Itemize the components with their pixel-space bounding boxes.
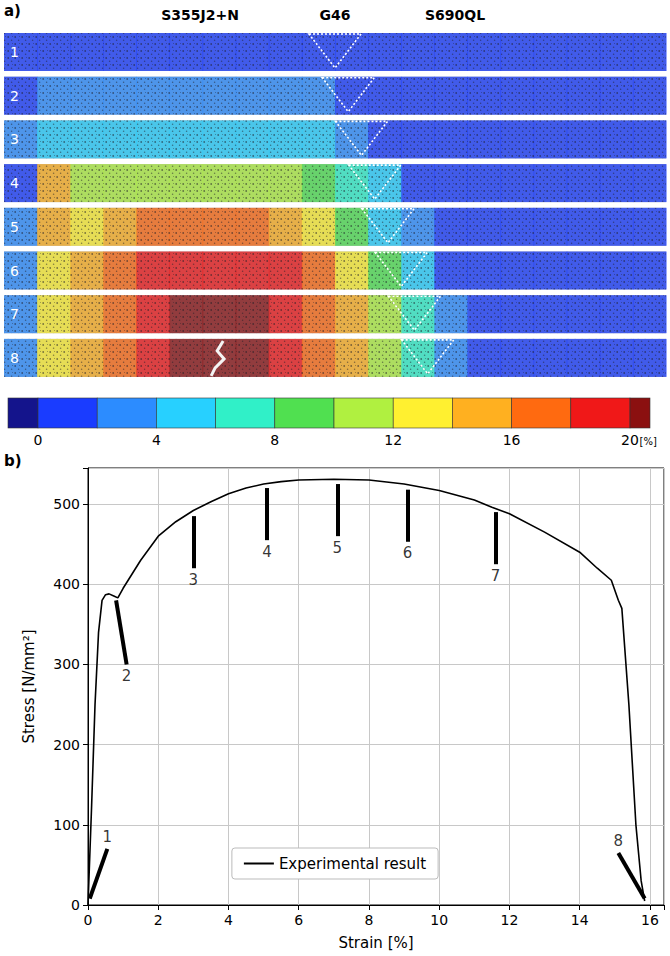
svg-text:2: 2 [10,88,19,104]
svg-text:0: 0 [84,912,93,928]
svg-text:G46: G46 [320,7,351,23]
svg-text:3: 3 [10,131,19,147]
svg-text:S690QL: S690QL [425,7,485,23]
svg-text:1: 1 [103,828,113,846]
svg-text:12: 12 [384,432,402,448]
svg-text:Experimental result: Experimental result [279,855,426,873]
svg-text:400: 400 [53,576,80,592]
svg-text:14: 14 [571,912,589,928]
svg-text:3: 3 [189,571,199,589]
svg-text:7: 7 [491,567,501,585]
svg-text:20: 20 [621,432,639,448]
svg-text:8: 8 [614,832,624,850]
svg-text:8: 8 [270,432,279,448]
svg-text:0: 0 [34,432,43,448]
svg-text:[%]: [%] [640,436,657,447]
svg-text:a): a) [4,2,21,20]
svg-text:6: 6 [10,263,19,279]
svg-text:4: 4 [224,912,233,928]
svg-text:2: 2 [154,912,163,928]
svg-text:500: 500 [53,496,80,512]
svg-text:100: 100 [53,817,80,833]
html-text:b): b) [4,452,22,470]
svg-text:5: 5 [10,219,19,235]
svg-text:S355J2+N: S355J2+N [161,7,239,23]
svg-text:4: 4 [262,543,272,561]
svg-text:16: 16 [503,432,521,448]
svg-text:Stress [N/mm²]: Stress [N/mm²] [20,629,38,743]
svg-text:8: 8 [365,912,374,928]
svg-text:6: 6 [403,544,413,562]
svg-text:7: 7 [10,306,19,322]
svg-text:12: 12 [501,912,519,928]
svg-text:16: 16 [641,912,659,928]
svg-text:10: 10 [430,912,448,928]
svg-text:Strain [%]: Strain [%] [338,934,413,952]
svg-text:4: 4 [152,432,161,448]
svg-text:0: 0 [71,897,80,913]
svg-text:2: 2 [122,667,132,685]
svg-text:200: 200 [53,737,80,753]
svg-text:4: 4 [10,175,19,191]
svg-text:1: 1 [10,44,19,60]
svg-text:300: 300 [53,656,80,672]
svg-text:6: 6 [294,912,303,928]
svg-text:8: 8 [10,350,19,366]
svg-text:5: 5 [333,539,343,557]
